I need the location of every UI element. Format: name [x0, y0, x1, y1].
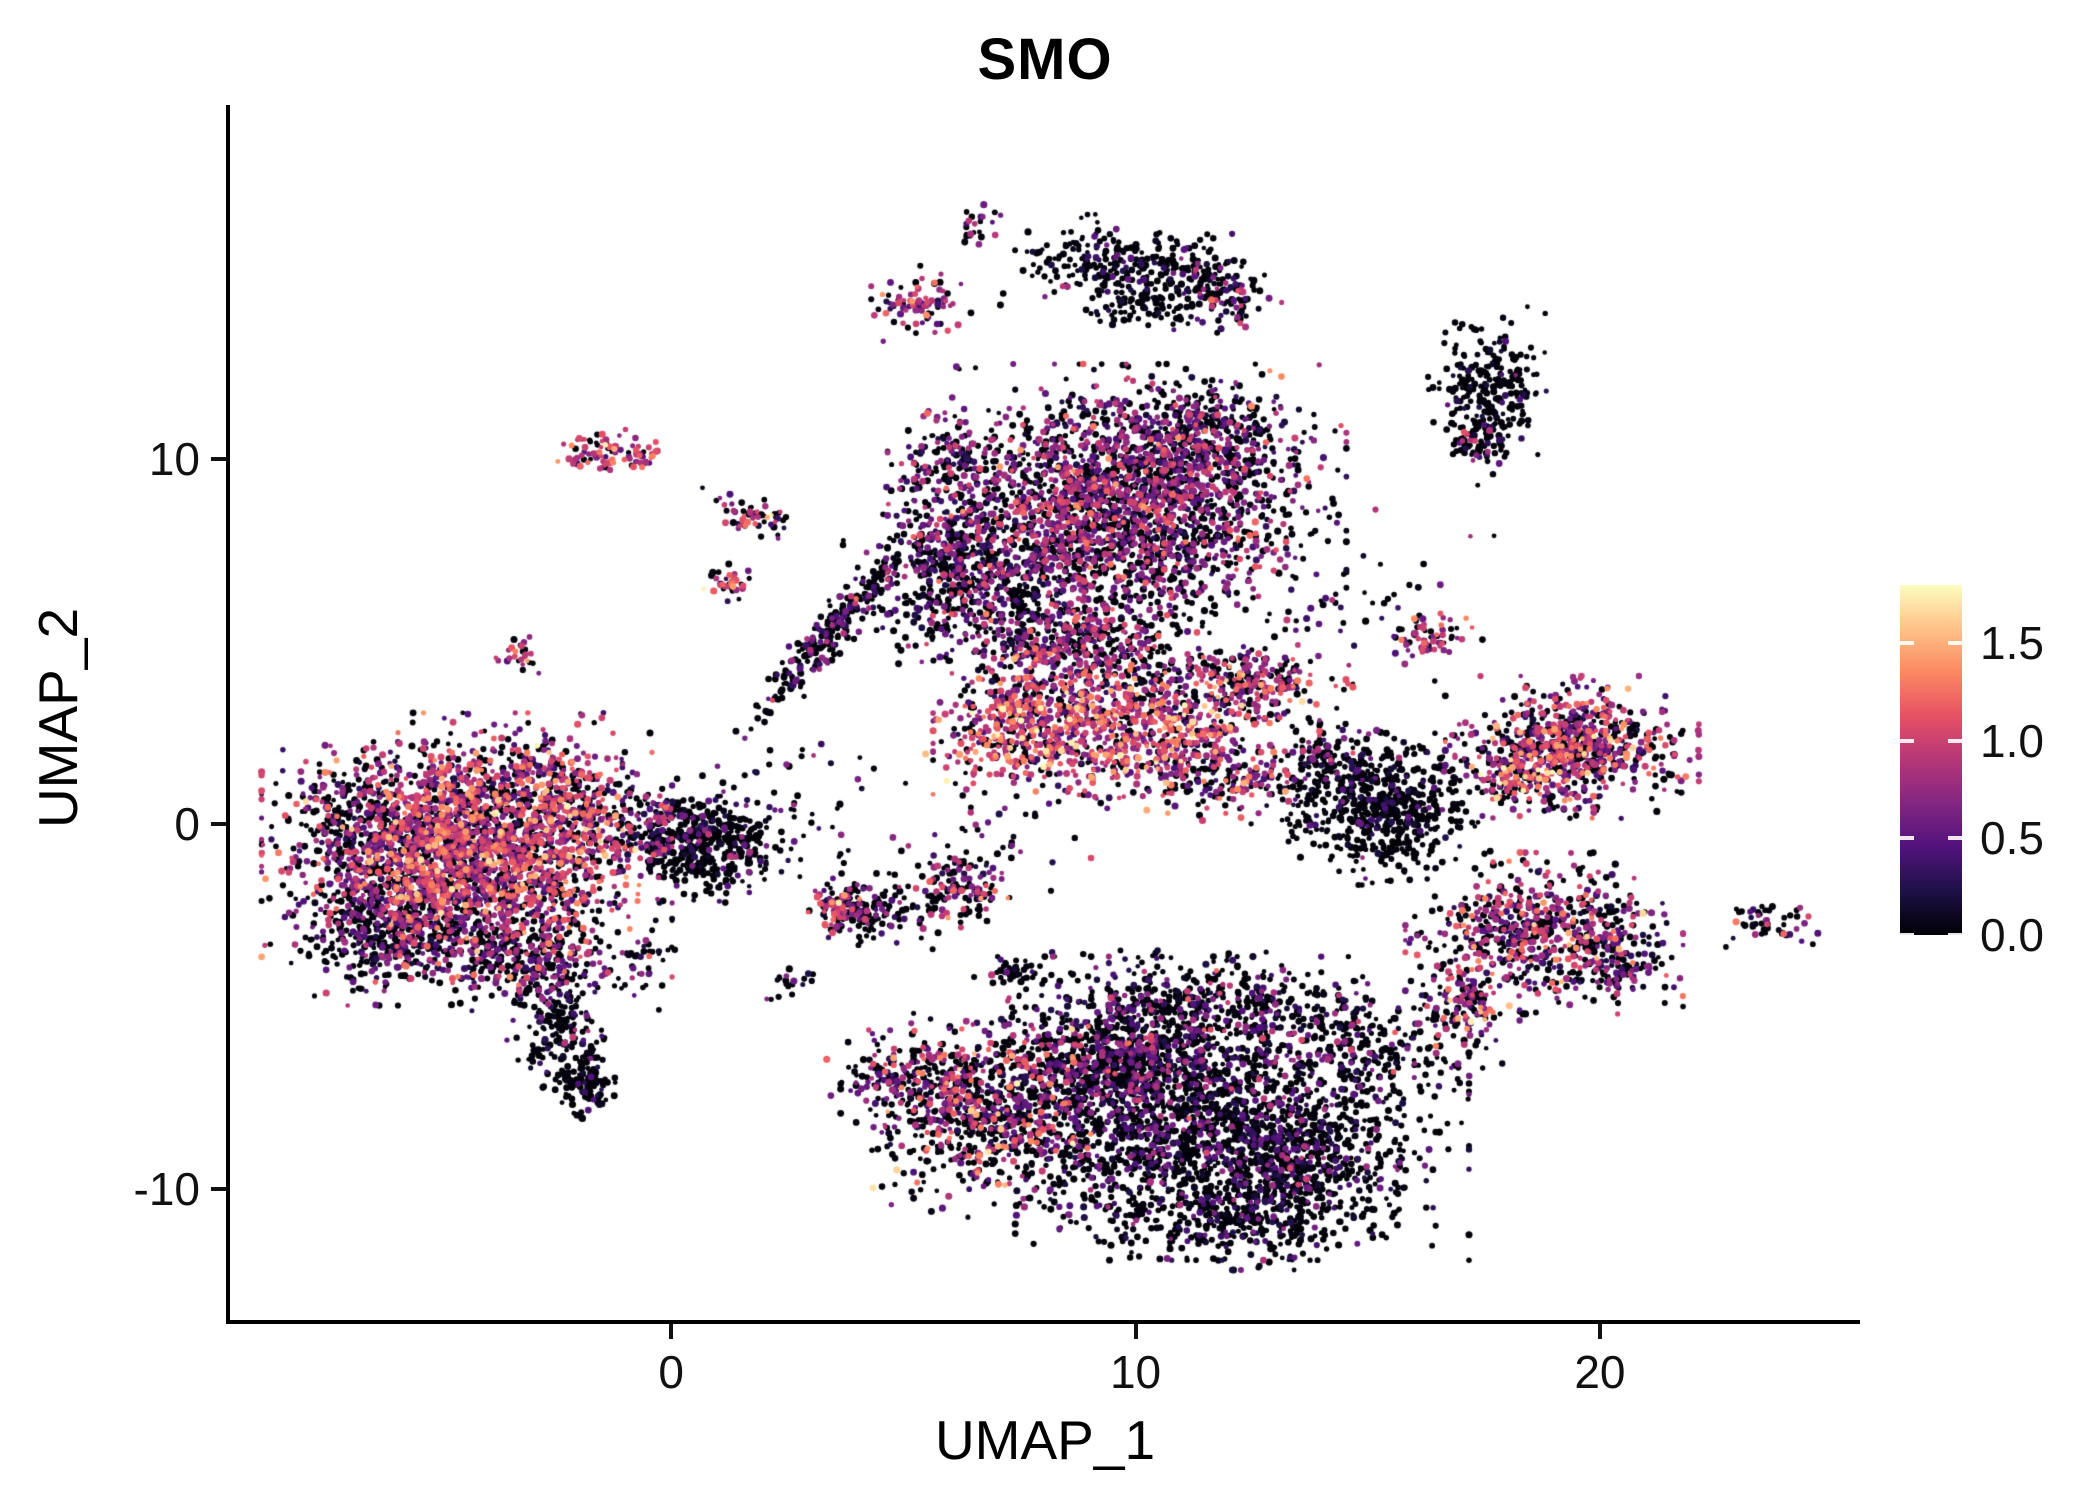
colorbar-tick-mark [1948, 641, 1962, 646]
x-axis-line [226, 1320, 1860, 1324]
colorbar-tick-mark [1948, 835, 1962, 840]
colorbar-tick-mark [1948, 933, 1962, 937]
colorbar-tick-label: 1.0 [1980, 714, 2044, 767]
x-axis-label: UMAP_1 [934, 1409, 1156, 1471]
x-tick-mark [1133, 1324, 1138, 1339]
x-tick-label: 20 [1574, 1346, 1626, 1398]
colorbar-tick-label: 0.5 [1980, 811, 2044, 864]
x-tick-label: 0 [658, 1346, 684, 1398]
y-tick-mark [211, 1186, 226, 1191]
colorbar-tick-label: 1.5 [1980, 617, 2044, 670]
x-tick-mark [669, 1324, 674, 1339]
y-axis-line [226, 105, 230, 1324]
colorbar-tick-mark [1948, 738, 1962, 743]
x-tick-label: 10 [1109, 1346, 1162, 1398]
x-tick-mark [1597, 1324, 1602, 1339]
colorbar-tick-label: 0.0 [1980, 909, 2044, 961]
y-tick-mark [211, 821, 226, 826]
colorbar-tick-mark [1900, 738, 1914, 743]
colorbar-tick-mark [1900, 641, 1914, 646]
y-axis-label: UMAP_2 [27, 607, 89, 829]
colorbar-tick-mark [1900, 835, 1914, 840]
y-tick-label: -10 [133, 1162, 200, 1215]
colorbar-tick-mark [1900, 933, 1914, 937]
y-tick-mark [211, 456, 226, 461]
y-tick-label: 10 [148, 432, 200, 485]
y-tick-label: 0 [174, 797, 200, 850]
colorbar-gradient [1900, 585, 1962, 935]
